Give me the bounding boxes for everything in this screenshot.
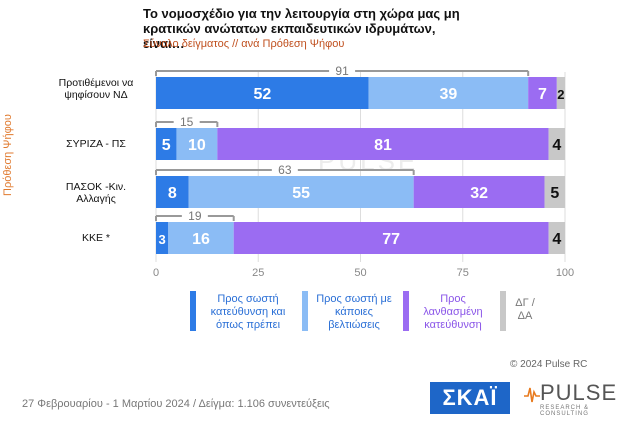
footer-fieldwork: 27 Φεβρουαρίου - 1 Μαρτίου 2024 / Δείγμα… bbox=[22, 398, 330, 410]
total-label-bg bbox=[329, 63, 356, 77]
x-tick-label: 75 bbox=[457, 267, 469, 279]
bar-segment bbox=[176, 128, 218, 160]
copyright-credit: © 2024 Pulse RC bbox=[510, 359, 588, 370]
total-label-bg bbox=[271, 162, 298, 176]
bar-value-label: 4 bbox=[552, 137, 561, 154]
legend-swatch-wrong bbox=[403, 291, 409, 331]
x-tick-label: 0 bbox=[153, 267, 159, 279]
bar-value-label: 7 bbox=[538, 86, 547, 103]
bar-segment bbox=[544, 176, 565, 208]
total-label: 19 bbox=[188, 209, 202, 223]
bar-value-label: 10 bbox=[188, 137, 206, 154]
row-label-nd: Προτιθέμενοι να ψηφίσουν ΝΔ bbox=[58, 77, 134, 101]
bar-value-label: 55 bbox=[292, 185, 310, 202]
bar-segment bbox=[156, 176, 189, 208]
bar-segment bbox=[528, 77, 557, 109]
pulse-wave-icon bbox=[524, 387, 540, 403]
pulse-logo: PULSE RESEARCH & CONSULTING bbox=[524, 380, 618, 417]
pulse-logo-subtext: RESEARCH & CONSULTING bbox=[540, 405, 590, 417]
total-label: 15 bbox=[180, 115, 194, 129]
bar-segment bbox=[168, 222, 234, 254]
bar-segment bbox=[548, 128, 565, 160]
total-label-bg bbox=[181, 208, 208, 222]
bar-segment bbox=[188, 176, 414, 208]
legend-label-improvements: Προς σωστή με κάποιες βελτιώσεις bbox=[316, 293, 392, 331]
skai-logo: ΣΚΑΪ bbox=[430, 382, 510, 414]
bar-value-label: 4 bbox=[552, 231, 561, 248]
bar-segment bbox=[548, 222, 565, 254]
legend-label-wrong: Προς λανθασμένη κατεύθυνση bbox=[423, 293, 483, 331]
bar-value-label: 5 bbox=[550, 185, 559, 202]
chart-title: Το νομοσχέδιο για την λειτουργία στη χώρ… bbox=[143, 6, 460, 51]
total-label: 91 bbox=[335, 64, 349, 78]
bar-value-label: 81 bbox=[374, 137, 392, 154]
legend-swatch-dk bbox=[500, 291, 506, 331]
bar-segment bbox=[156, 128, 177, 160]
bar-segment bbox=[413, 176, 545, 208]
total-label-bg bbox=[173, 114, 200, 128]
bar-value-label: 16 bbox=[192, 231, 210, 248]
bar-value-label: 2 bbox=[557, 87, 564, 102]
bar-value-label: 77 bbox=[382, 231, 400, 248]
x-tick-label: 25 bbox=[252, 267, 264, 279]
pulse-logo-text: PULSE bbox=[540, 380, 618, 405]
legend-swatch-improvements bbox=[302, 291, 308, 331]
x-tick-label: 100 bbox=[556, 267, 574, 279]
x-tick-label: 50 bbox=[354, 267, 366, 279]
legend-label-correct: Προς σωστή κατεύθυνση και όπως πρέπει bbox=[210, 293, 286, 331]
bar-segment bbox=[233, 222, 549, 254]
bar-value-label: 3 bbox=[159, 232, 166, 247]
row-label-syriza: ΣΥΡΙΖΑ - ΠΣ bbox=[66, 138, 126, 150]
row-label-pasok: ΠΑΣΟΚ -Κιν. Αλλαγής bbox=[65, 181, 127, 205]
total-label: 63 bbox=[278, 163, 292, 177]
bar-segment bbox=[156, 222, 169, 254]
legend-swatch-correct bbox=[190, 291, 196, 331]
bar-value-label: 52 bbox=[253, 86, 271, 103]
legend-label-dk: ΔΓ / ΔΑ bbox=[515, 297, 535, 322]
bar-segment bbox=[368, 77, 529, 109]
bar-segment bbox=[556, 77, 565, 109]
chart-subtitle: Σύνολο δείγματος // ανά Πρόθεση Ψήφου bbox=[143, 38, 345, 50]
bar-segment bbox=[217, 128, 549, 160]
bar-value-label: 39 bbox=[440, 86, 458, 103]
bar-value-label: 8 bbox=[168, 185, 177, 202]
bar-value-label: 5 bbox=[162, 137, 171, 154]
row-label-kke: ΚΚΕ * bbox=[81, 232, 110, 244]
bar-value-label: 32 bbox=[470, 185, 488, 202]
bar-segment bbox=[156, 77, 369, 109]
